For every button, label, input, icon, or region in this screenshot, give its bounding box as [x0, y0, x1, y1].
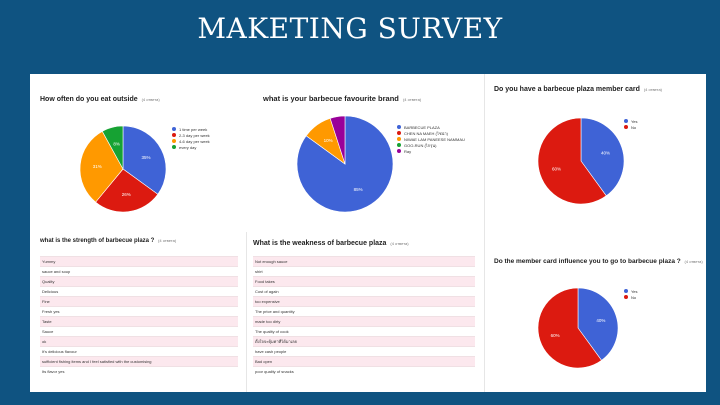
q1-slice-label: 31%	[93, 164, 102, 169]
q1-legend: 1 time per week 2-3 day per week 4-6 day…	[172, 126, 210, 150]
q2-slice-label: 85%	[354, 187, 363, 192]
q6-response-row: Cost of again	[253, 286, 475, 296]
q1-pie-slice	[95, 168, 159, 213]
q2-legend-item: NIWAE LAM PANEESE NAMMAU	[397, 136, 465, 142]
q1-pie-slice	[79, 130, 124, 203]
q1-panel: How often do you eat outside (4 ответа) …	[30, 74, 240, 224]
q3-slice-label: 60%	[552, 166, 561, 171]
q6-response-row: Bad open	[253, 356, 475, 366]
q4-pie-chart: 40% 60%	[537, 287, 619, 369]
q1-pie-chart: 35% 26% 31% 8%	[79, 125, 167, 213]
q6-responses: (4 ответа)	[390, 241, 409, 246]
q4-slice-label: 40%	[596, 318, 605, 323]
q5-title-text: what is the strength of barbecue plaza ?	[40, 238, 155, 244]
q4-legend: Yes No	[624, 288, 638, 300]
q6-response-row: made too dirty	[253, 316, 475, 326]
q5-response-row: Sauce	[40, 326, 238, 336]
q1-slice-label: 35%	[141, 155, 150, 160]
q5-title: what is the strength of barbecue plaza ?…	[40, 238, 176, 244]
q2-slice-label: 10%	[324, 138, 333, 143]
q6-response-row: ตั้งใจจะคุ้มค่าที่ได้มาเลย	[253, 336, 475, 346]
q4-title-text: Do the member card influence you to go t…	[494, 258, 681, 265]
slide-title: MAKETING SURVEY	[197, 12, 503, 45]
q6-response-row: Not enough sauce	[253, 256, 475, 266]
q6-response-row: poor quality of snacks	[253, 366, 475, 376]
q5-response-row: sufficient fishing items and I feel sati…	[40, 356, 238, 366]
q1-title: How often do you eat outside (4 ответа)	[40, 96, 160, 103]
q6-response-row: too expensive	[253, 296, 475, 306]
q1-pie-slice	[101, 125, 124, 170]
q3-responses: (4 ответа)	[643, 87, 662, 92]
q6-response-row: The price and quantity	[253, 306, 475, 316]
q1-legend-item: 1 time per week	[172, 126, 210, 132]
q3-title-text: Do you have a barbecue plaza member card	[494, 86, 640, 93]
q3-legend-item: No	[624, 124, 638, 130]
q2-legend-item: BARBECUE PLAZA	[397, 124, 465, 130]
q3-pie-slice	[580, 117, 625, 197]
q6-response-row: Food takes	[253, 276, 475, 286]
q4-panel: Do the member card influence you to go t…	[488, 250, 706, 392]
q5-response-row: Fine	[40, 296, 238, 306]
q2-pie-chart: 85% 10%	[296, 115, 394, 213]
q2-legend: BARBECUE PLAZA CHEN NA MAEH (ไชน่า) NIWA…	[397, 124, 465, 154]
q5-response-row: Quality	[40, 276, 238, 286]
q3-legend: Yes No	[624, 118, 638, 130]
q6-response-row: The quality of cook	[253, 326, 475, 336]
q5-response-row: Delicious	[40, 286, 238, 296]
q1-legend-item: 4-6 day per week	[172, 138, 210, 144]
q6-list: Not enough sauce shirt Food takes Cost of a…	[253, 256, 475, 376]
q1-legend-item: 2-3 day per week	[172, 132, 210, 138]
q1-title-text: How often do you eat outside	[40, 96, 138, 103]
survey-screenshot: How often do you eat outside (4 ответа) …	[30, 74, 706, 392]
q2-title: what is your barbecue favourite brand (4…	[263, 94, 421, 103]
q5-response-row: Fresh yes	[40, 306, 238, 316]
q5-response-row: Its flavor yes	[40, 366, 238, 376]
q2-legend-item: Ray	[397, 148, 465, 154]
q1-responses: (4 ответа)	[141, 97, 160, 102]
q3-pie-chart: 40% 60%	[537, 117, 625, 205]
q4-slice-label: 60%	[551, 333, 560, 338]
q5-response-row: Yummy	[40, 256, 238, 266]
q6-panel: What is the weakness of barbecue plaza (…	[249, 234, 481, 392]
panel-divider	[484, 74, 485, 392]
q1-legend-item: every day	[172, 144, 210, 150]
q6-title: What is the weakness of barbecue plaza (…	[253, 240, 409, 247]
q4-legend-item: Yes	[624, 288, 638, 294]
q2-title-text: what is your barbecue favourite brand	[263, 94, 399, 103]
q5-response-row: ok	[40, 336, 238, 346]
q2-panel: what is your barbecue favourite brand (4…	[255, 74, 483, 224]
q6-response-row: have cash people	[253, 346, 475, 356]
q4-pie-slice	[537, 287, 602, 369]
q5-response-row: It's delicious flavour	[40, 346, 238, 356]
q6-title-text: What is the weakness of barbecue plaza	[253, 240, 387, 247]
q3-panel: Do you have a barbecue plaza member card…	[488, 74, 706, 224]
q2-legend-item: GOO-RUN (ไกรุน)	[397, 142, 465, 148]
q4-title: Do the member card influence you to go t…	[494, 258, 703, 265]
q2-pie-slice	[329, 115, 346, 165]
q1-slice-label: 8%	[113, 142, 120, 147]
q5-responses: (4 ответа)	[158, 238, 177, 243]
q4-pie-slice	[577, 287, 619, 361]
q1-pie-slice	[122, 125, 167, 195]
q2-legend-item: CHEN NA MAEH (ไชน่า)	[397, 130, 465, 136]
q6-response-row: shirt	[253, 266, 475, 276]
panel-divider	[246, 232, 247, 392]
q3-slice-label: 40%	[601, 151, 610, 156]
q4-responses: (4 ответа)	[684, 259, 703, 264]
q1-slice-label: 26%	[122, 192, 131, 197]
q5-list: Yummy sauce and soup Quality Delicious Fine F…	[40, 256, 238, 376]
q5-panel: what is the strength of barbecue plaza ?…	[30, 234, 242, 392]
q3-legend-item: Yes	[624, 118, 638, 124]
q3-pie-slice	[537, 117, 607, 205]
q3-title: Do you have a barbecue plaza member card…	[494, 86, 662, 93]
q5-response-row: Taste	[40, 316, 238, 326]
q5-response-row: sauce and soup	[40, 266, 238, 276]
q2-responses: (4 ответа)	[402, 97, 422, 102]
q4-legend-item: No	[624, 294, 638, 300]
